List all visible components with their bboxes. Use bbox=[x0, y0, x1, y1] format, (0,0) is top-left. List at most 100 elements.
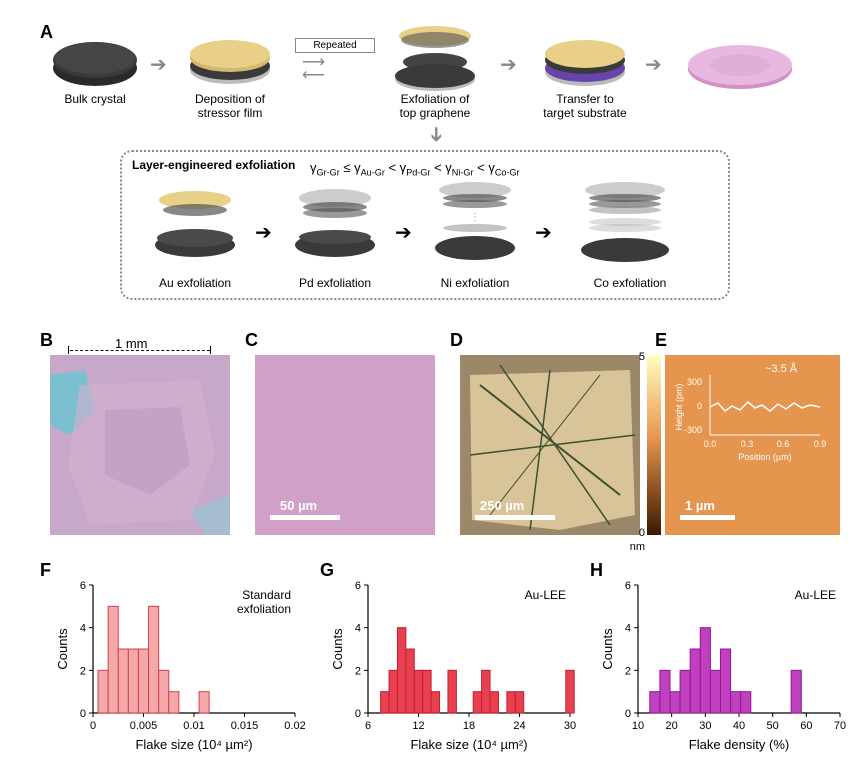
lee-co-label: Co exfoliation bbox=[580, 276, 680, 290]
lee-ni-label: Ni exfoliation bbox=[430, 276, 520, 290]
colorbar-min: 0 bbox=[639, 527, 645, 539]
lee-au-label: Au exfoliation bbox=[150, 276, 240, 290]
colorbar-max: 5 bbox=[639, 351, 645, 363]
panel-b-scale-bar bbox=[70, 350, 210, 351]
panel-e-scale-bar bbox=[680, 515, 735, 520]
svg-text:Position (µm): Position (µm) bbox=[738, 452, 791, 462]
svg-text:Flake size (10⁴ µm²): Flake size (10⁴ µm²) bbox=[410, 737, 527, 752]
colorbar-unit: nm bbox=[630, 541, 645, 553]
au-exfol-icon bbox=[150, 185, 240, 270]
panel-d-label: D bbox=[450, 330, 463, 351]
arrow-icon: ➔ bbox=[255, 220, 272, 245]
svg-text:6: 6 bbox=[355, 580, 361, 592]
panel-f-hist: 024600.0050.010.0150.02Flake size (10⁴ µ… bbox=[55, 575, 305, 755]
panel-a-diagram: Bulk crystal ➔ Deposition of stressor fi… bbox=[50, 30, 830, 310]
panel-g-hist: 0246612182430Flake size (10⁴ µm²)CountsA… bbox=[330, 575, 580, 755]
arrow-icon: ➔ bbox=[395, 220, 412, 245]
panel-b-image: 1 mm bbox=[50, 355, 230, 535]
svg-text:12: 12 bbox=[412, 720, 424, 732]
svg-text:6: 6 bbox=[625, 580, 631, 592]
svg-text:24: 24 bbox=[513, 720, 525, 732]
svg-text:0: 0 bbox=[80, 708, 86, 720]
step-bulk-label: Bulk crystal bbox=[50, 92, 140, 106]
panel-d-scale-bar bbox=[475, 515, 555, 520]
pd-exfol-icon bbox=[290, 185, 380, 270]
svg-text:40: 40 bbox=[733, 720, 745, 732]
bulk-crystal-icon bbox=[50, 30, 140, 90]
svg-text:2: 2 bbox=[80, 665, 86, 677]
panel-c-scale-label: 50 µm bbox=[280, 498, 317, 513]
panel-e-image: ~3.5 Å 300 0 -300 Height (pm) 0.0 0.3 0.… bbox=[665, 355, 840, 535]
arrow-icon: ➔ bbox=[150, 52, 167, 77]
svg-text:2: 2 bbox=[355, 665, 361, 677]
panel-e-scale-label: 1 µm bbox=[685, 498, 715, 513]
panel-c-label: C bbox=[245, 330, 258, 351]
svg-text:70: 70 bbox=[834, 720, 846, 732]
panel-b-label: B bbox=[40, 330, 53, 351]
co-exfol-icon bbox=[570, 180, 690, 275]
svg-text:10: 10 bbox=[632, 720, 644, 732]
svg-text:2: 2 bbox=[625, 665, 631, 677]
svg-text:Counts: Counts bbox=[600, 628, 615, 670]
svg-text:60: 60 bbox=[800, 720, 812, 732]
lee-title: Layer-engineered exfoliation bbox=[132, 158, 295, 172]
svg-text:0.005: 0.005 bbox=[130, 720, 158, 732]
inset-annotation: ~3.5 Å bbox=[765, 362, 798, 375]
target-substrate-icon bbox=[685, 35, 795, 95]
panel-d-image: 250 µm bbox=[460, 355, 640, 535]
exfoliation-icon bbox=[390, 24, 480, 94]
deposition-icon bbox=[185, 30, 275, 90]
panel-b-svg bbox=[50, 355, 230, 535]
arrow-icon: ⟵ bbox=[302, 65, 325, 85]
svg-text:30: 30 bbox=[564, 720, 576, 732]
svg-text:Au-LEE: Au-LEE bbox=[525, 588, 566, 602]
repeated-label: Repeated bbox=[295, 38, 375, 53]
svg-text:Standard: Standard bbox=[242, 588, 291, 602]
svg-text:Height (pm): Height (pm) bbox=[674, 383, 684, 430]
svg-text:50: 50 bbox=[767, 720, 779, 732]
transfer-icon bbox=[540, 30, 630, 90]
ni-exfol-icon: ⋮ bbox=[430, 180, 520, 275]
svg-text:0: 0 bbox=[625, 708, 631, 720]
step-exfoliate-label: Exfoliation of top graphene bbox=[380, 92, 490, 120]
svg-text:18: 18 bbox=[463, 720, 475, 732]
svg-text:0.9: 0.9 bbox=[814, 439, 827, 449]
arrow-icon: ➔ bbox=[535, 220, 552, 245]
svg-text:0.6: 0.6 bbox=[777, 439, 790, 449]
panel-c-image: 50 µm bbox=[255, 355, 435, 535]
svg-text:6: 6 bbox=[365, 720, 371, 732]
lee-formula: γGr-Gr ≤ γAu-Gr < γPd-Gr < γNi-Gr < γCo-… bbox=[310, 160, 520, 178]
svg-text:20: 20 bbox=[666, 720, 678, 732]
step-deposition-label: Deposition of stressor film bbox=[175, 92, 285, 120]
svg-text:exfoliation: exfoliation bbox=[237, 602, 291, 616]
svg-text:Au-LEE: Au-LEE bbox=[795, 588, 836, 602]
svg-text:300: 300 bbox=[687, 377, 702, 387]
step-transfer-label: Transfer to target substrate bbox=[530, 92, 640, 120]
panel-b-scale-label: 1 mm bbox=[115, 336, 148, 351]
svg-text:Flake density (%): Flake density (%) bbox=[689, 737, 789, 752]
panel-h-hist: 0 2 4 6 10 20 30 40 50 60 70 Flake density (%) Count… bbox=[600, 575, 850, 755]
svg-text:0: 0 bbox=[697, 401, 702, 411]
panel-e-label: E bbox=[655, 330, 667, 351]
arrow-icon: ➔ bbox=[645, 52, 662, 77]
svg-text:0: 0 bbox=[355, 708, 361, 720]
svg-text:30: 30 bbox=[699, 720, 711, 732]
svg-text:Counts: Counts bbox=[330, 628, 345, 670]
svg-text:0: 0 bbox=[90, 720, 96, 732]
panel-f-label: F bbox=[40, 560, 51, 581]
arrow-icon: ➔ bbox=[500, 52, 517, 77]
svg-text:4: 4 bbox=[355, 623, 361, 635]
svg-text:0.02: 0.02 bbox=[284, 720, 305, 732]
svg-text:Counts: Counts bbox=[55, 628, 70, 670]
panel-e-colorbar: 5 0 nm bbox=[647, 355, 661, 535]
svg-text:4: 4 bbox=[625, 623, 631, 635]
svg-text:0.3: 0.3 bbox=[741, 439, 754, 449]
lee-pd-label: Pd exfoliation bbox=[290, 276, 380, 290]
svg-text:4: 4 bbox=[80, 623, 86, 635]
svg-text:6: 6 bbox=[80, 580, 86, 592]
panel-c-scale-bar bbox=[270, 515, 340, 520]
arrow-down-icon: ➔ bbox=[424, 126, 449, 143]
svg-text:0.01: 0.01 bbox=[183, 720, 204, 732]
panel-d-scale-label: 250 µm bbox=[480, 498, 524, 513]
svg-text:⋮: ⋮ bbox=[470, 212, 480, 223]
